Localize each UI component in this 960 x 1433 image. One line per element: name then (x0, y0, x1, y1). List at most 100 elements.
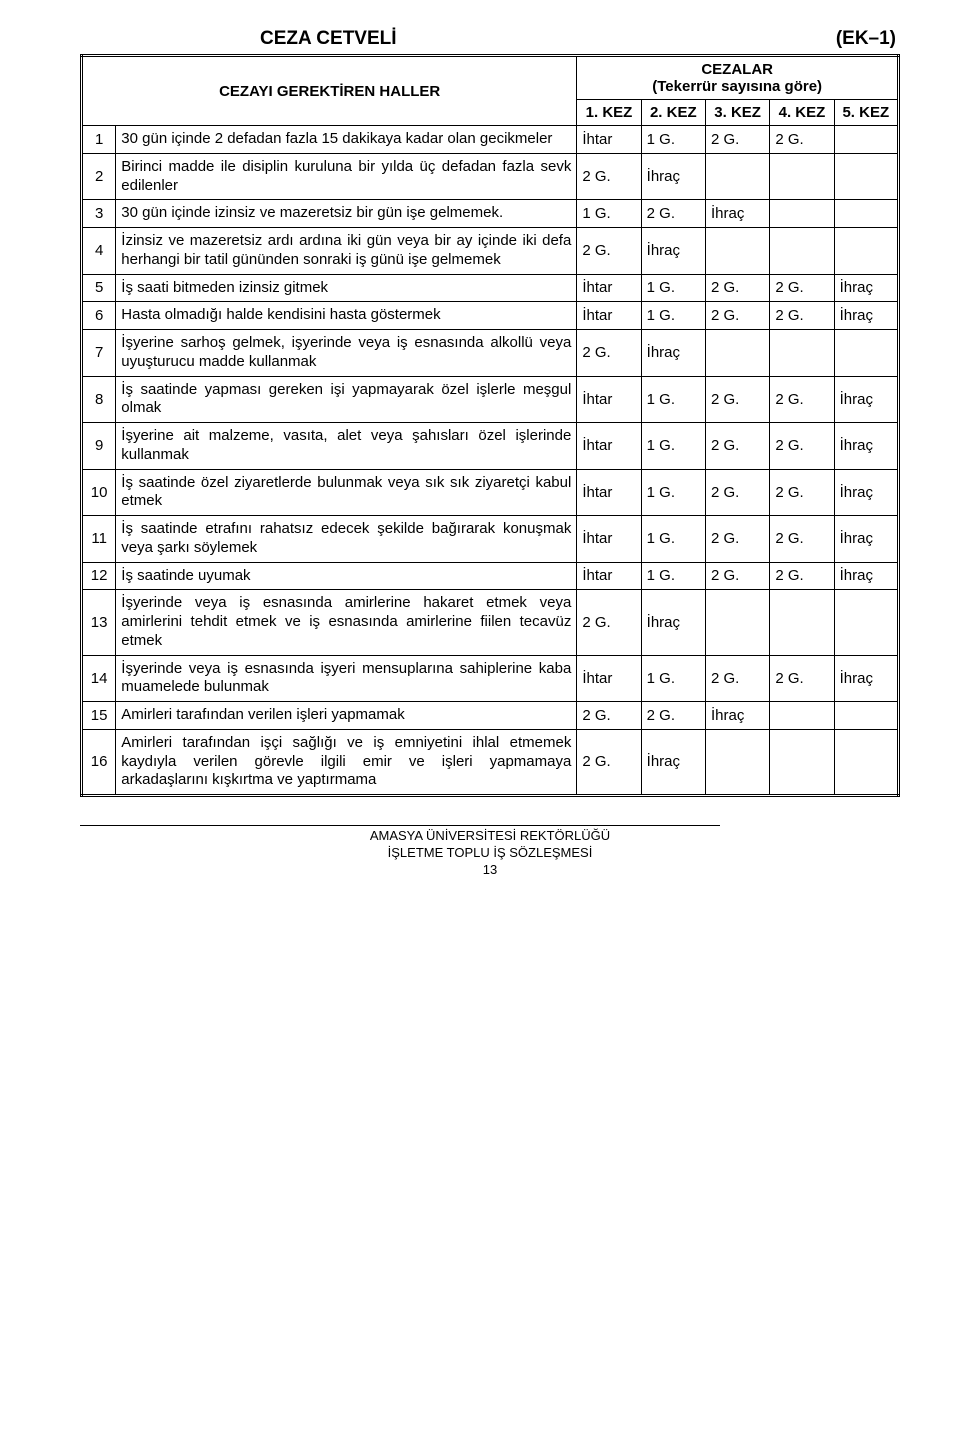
penalty-cell (770, 153, 834, 200)
penalty-cell: 1 G. (577, 200, 641, 228)
penalty-cell: İhtar (577, 562, 641, 590)
penalty-cell: 1 G. (641, 516, 705, 563)
table-row: 11İş saatinde etrafını rahatsız edecek ş… (82, 516, 899, 563)
row-number: 15 (82, 702, 116, 730)
penalty-cell: İhtar (577, 469, 641, 516)
penalty-cell (834, 126, 898, 154)
table-row: 330 gün içinde izinsiz ve mazeretsiz bir… (82, 200, 899, 228)
penalty-cell: İhtar (577, 655, 641, 702)
penalty-cell: 2 G. (770, 562, 834, 590)
penalty-cell: 2 G. (770, 376, 834, 423)
row-description: Amirleri tarafından işçi sağlığı ve iş e… (116, 729, 577, 795)
penalty-cell: İhraç (834, 655, 898, 702)
col-2: 2. KEZ (641, 100, 705, 126)
penalty-cell (834, 228, 898, 275)
footer-page: 13 (80, 862, 900, 879)
penalty-cell: 2 G. (577, 729, 641, 795)
penalty-cell: İhraç (705, 200, 769, 228)
penalty-cell: 2 G. (577, 590, 641, 655)
penalty-cell: 1 G. (641, 655, 705, 702)
penalty-cell: 2 G. (770, 423, 834, 470)
header-penalties: CEZALAR (Tekerrür sayısına göre) (577, 56, 899, 100)
row-number: 11 (82, 516, 116, 563)
penalty-cell: 2 G. (770, 274, 834, 302)
penalty-cell: İhraç (834, 516, 898, 563)
penalty-cell: 2 G. (705, 423, 769, 470)
table-row: 10İş saatinde özel ziyaretlerde bulunmak… (82, 469, 899, 516)
row-description: İşyerine ait malzeme, vasıta, alet veya … (116, 423, 577, 470)
table-row: 5İş saati bitmeden izinsiz gitmekİhtar1 … (82, 274, 899, 302)
penalty-cell (770, 729, 834, 795)
penalty-cell: 2 G. (770, 516, 834, 563)
penalty-cell (834, 330, 898, 377)
row-description: İşyerinde veya iş esnasında amirlerine h… (116, 590, 577, 655)
penalty-cell: 2 G. (770, 302, 834, 330)
penalty-cell: İhraç (834, 274, 898, 302)
penalty-cell: İhtar (577, 376, 641, 423)
title-right: (EK–1) (836, 28, 896, 50)
row-number: 6 (82, 302, 116, 330)
penalty-cell: 1 G. (641, 562, 705, 590)
row-description: İzinsiz ve mazeretsiz ardı ardına iki gü… (116, 228, 577, 275)
penalty-cell: 2 G. (577, 702, 641, 730)
footer: AMASYA ÜNİVERSİTESİ REKTÖRLÜĞÜ İŞLETME T… (80, 825, 900, 879)
penalty-cell: 2 G. (705, 126, 769, 154)
row-description: İş saatinde etrafını rahatsız edecek şek… (116, 516, 577, 563)
penalty-cell (770, 200, 834, 228)
header-penalties-sub: (Tekerrür sayısına göre) (652, 78, 822, 95)
table-row: 16Amirleri tarafından işçi sağlığı ve iş… (82, 729, 899, 795)
col-3: 3. KEZ (705, 100, 769, 126)
row-number: 10 (82, 469, 116, 516)
header-penalties-label: CEZALAR (701, 61, 773, 78)
row-number: 2 (82, 153, 116, 200)
row-description: 30 gün içinde izinsiz ve mazeretsiz bir … (116, 200, 577, 228)
penalty-cell: İhraç (641, 590, 705, 655)
penalty-cell: 2 G. (705, 562, 769, 590)
penalty-cell: İhraç (641, 330, 705, 377)
penalty-cell (834, 590, 898, 655)
penalty-cell (770, 330, 834, 377)
table-row: 6Hasta olmadığı halde kendisini hasta gö… (82, 302, 899, 330)
penalty-cell (705, 228, 769, 275)
row-number: 16 (82, 729, 116, 795)
penalty-cell: 1 G. (641, 376, 705, 423)
row-number: 9 (82, 423, 116, 470)
row-number: 12 (82, 562, 116, 590)
penalty-cell (834, 200, 898, 228)
row-description: İşyerine sarhoş gelmek, işyerinde veya i… (116, 330, 577, 377)
penalty-cell: 2 G. (705, 274, 769, 302)
penalty-cell (834, 729, 898, 795)
penalty-cell: 2 G. (705, 516, 769, 563)
penalty-cell (770, 228, 834, 275)
penalty-cell: İhtar (577, 302, 641, 330)
table-row: 13İşyerinde veya iş esnasında amirlerine… (82, 590, 899, 655)
penalty-cell: 1 G. (641, 469, 705, 516)
penalty-cell: 2 G. (641, 702, 705, 730)
penalty-cell: İhtar (577, 274, 641, 302)
header-offenses: CEZAYI GEREKTİREN HALLER (82, 56, 577, 126)
penalty-cell: İhraç (641, 153, 705, 200)
row-description: İş saatinde yapması gereken işi yapmayar… (116, 376, 577, 423)
penalty-cell (770, 702, 834, 730)
penalty-cell: İhtar (577, 423, 641, 470)
row-number: 8 (82, 376, 116, 423)
penalty-cell: 2 G. (770, 655, 834, 702)
footer-line1: AMASYA ÜNİVERSİTESİ REKTÖRLÜĞÜ (80, 828, 900, 845)
table-row: 8İş saatinde yapması gereken işi yapmaya… (82, 376, 899, 423)
page: CEZA CETVELİ (EK–1) CEZAYI GEREKTİREN HA… (0, 0, 960, 899)
footer-line2: İŞLETME TOPLU İŞ SÖZLEŞMESİ (80, 845, 900, 862)
penalty-cell: İhraç (834, 469, 898, 516)
row-number: 13 (82, 590, 116, 655)
penalty-cell: 2 G. (770, 126, 834, 154)
penalty-cell: İhraç (834, 302, 898, 330)
row-description: İş saatinde uyumak (116, 562, 577, 590)
penalty-cell (705, 590, 769, 655)
penalty-cell: İhraç (705, 702, 769, 730)
penalty-cell (834, 153, 898, 200)
row-number: 5 (82, 274, 116, 302)
title-left: CEZA CETVELİ (260, 28, 397, 50)
penalty-cell: 2 G. (705, 376, 769, 423)
table-row: 130 gün içinde 2 defadan fazla 15 dakika… (82, 126, 899, 154)
penalty-cell: İhraç (834, 376, 898, 423)
row-description: 30 gün içinde 2 defadan fazla 15 dakikay… (116, 126, 577, 154)
